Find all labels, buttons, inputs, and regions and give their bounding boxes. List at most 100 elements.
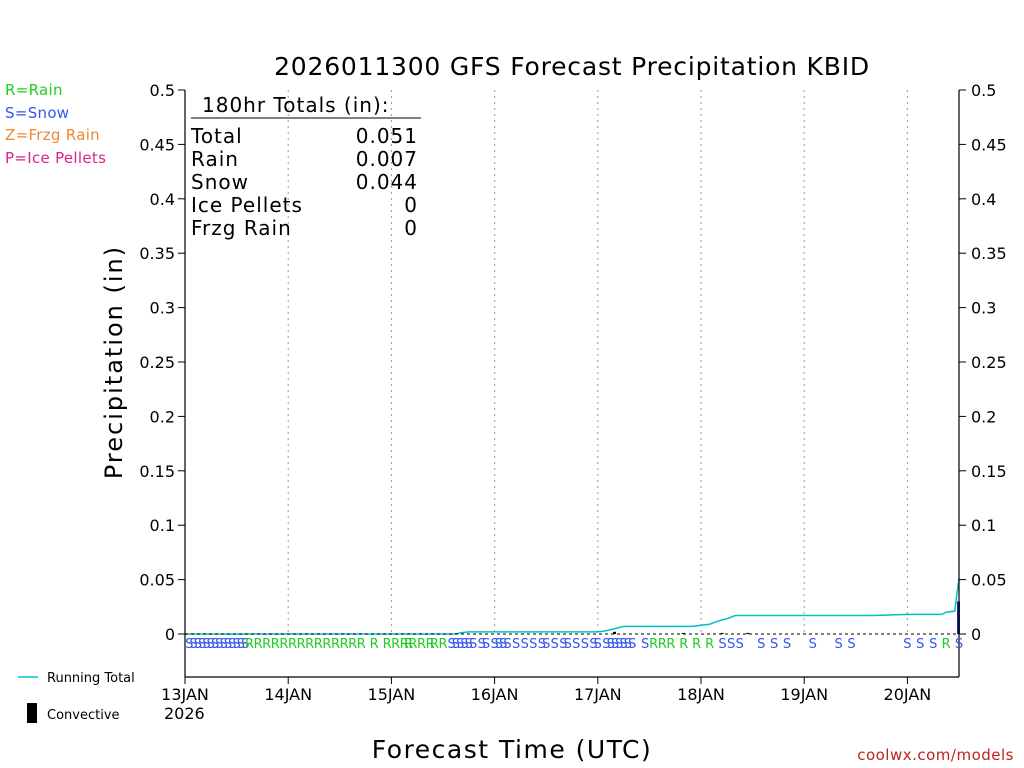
precip-type-marker: S (452, 637, 460, 652)
y-tick-label: 0.25 (971, 353, 1007, 372)
convective-legend-label: Convective (47, 708, 120, 723)
precip-type-marker: S (809, 637, 817, 652)
precip-type-marker: S (607, 637, 615, 652)
precip-type-marker: S (564, 637, 572, 652)
y-tick-label: 0.15 (971, 462, 1007, 481)
precip-type-marker: S (495, 637, 503, 652)
precip-type-marker: R (658, 637, 667, 652)
precip-type-marker: R (679, 637, 688, 652)
x-tick-label: 19JAN (780, 685, 828, 704)
precip-type-marker: S (211, 637, 219, 652)
y-tick-label: 0.3 (150, 299, 175, 318)
y-tick-label: 0.4 (150, 190, 175, 209)
precip-type-marker: R (404, 637, 413, 652)
precip-type-marker: S (551, 637, 559, 652)
precip-type-marker: R (348, 637, 357, 652)
precip-type-marker: S (559, 637, 567, 652)
precip-type-marker: S (916, 637, 924, 652)
precip-type-marker: R (370, 637, 379, 652)
precip-type-marker: S (615, 637, 623, 652)
totals-row-value: 0 (404, 216, 418, 240)
precip-type-marker: S (202, 637, 210, 652)
convective-bar (746, 632, 750, 634)
precip-type-marker: R (692, 637, 701, 652)
precip-type-marker: S (955, 637, 963, 652)
precip-type-marker: S (521, 637, 529, 652)
source-credit: coolwx.com/models (857, 746, 1014, 764)
x-axis: 13JAN 14JAN 15JAN 16JAN 17JAN 18JAN 19JAN 20JAN (161, 677, 931, 704)
precip-type-marker: R (400, 637, 409, 652)
precip-type-marker: S (194, 637, 202, 652)
y-axis-left: 0 0.05 0.1 0.15 0.2 0.25 0.3 0.35 0.4 0.45 0.5 (139, 81, 185, 644)
precip-type-marker: R (438, 637, 447, 652)
precip-type-marker: R (305, 637, 314, 652)
precip-type-marker: S (727, 637, 735, 652)
totals-row-label: Ice Pellets (191, 193, 303, 217)
y-tick-label: 0.15 (139, 462, 175, 481)
y-tick-label: 0.4 (971, 190, 996, 209)
precip-type-marker: R (430, 637, 439, 652)
x-tick-label: 15JAN (368, 685, 416, 704)
precip-type-marker: R (666, 637, 675, 652)
precip-type-marker: S (718, 637, 726, 652)
precip-type-marker: R (408, 637, 417, 652)
precip-type-marker: S (757, 637, 765, 652)
precip-type-marker: S (834, 637, 842, 652)
y-tick-label: 0.05 (139, 571, 175, 590)
convective-bar (720, 632, 724, 634)
y-tick-label: 0.5 (971, 81, 996, 100)
y-tick-label: 0.45 (971, 135, 1007, 154)
precip-type-marker: S (499, 637, 507, 652)
totals-row-label: Frzg Rain (191, 216, 292, 240)
y-axis-right: 0 0.05 0.1 0.15 0.2 0.25 0.3 0.35 0.4 0.45 0.5 (959, 81, 1007, 644)
precip-type-marker: S (572, 637, 580, 652)
convective-swatch (27, 703, 37, 723)
precip-type-marker: S (198, 637, 206, 652)
y-tick-label: 0.1 (150, 516, 175, 535)
type-legend-snow: S=Snow (5, 104, 70, 122)
precip-type-marker: S (594, 637, 602, 652)
precip-type-marker: R (297, 637, 306, 652)
precip-type-marker: S (929, 637, 937, 652)
precip-type-marker: S (847, 637, 855, 652)
precip-type-marker: S (224, 637, 232, 652)
precip-type-marker: S (456, 637, 464, 652)
x-tick-label: 16JAN (471, 685, 519, 704)
year-label: 2026 (164, 704, 205, 723)
x-axis-label: Forecast Time (UTC) (372, 735, 652, 764)
totals-row-value: 0 (404, 193, 418, 217)
totals-row-value: 0.051 (356, 124, 418, 148)
x-tick-label: 20JAN (884, 685, 932, 704)
precip-type-marker: S (770, 637, 778, 652)
running-total-legend-label: Running Total (47, 671, 135, 686)
precip-type-marker: S (185, 637, 193, 652)
y-tick-label: 0.35 (971, 244, 1007, 263)
totals-row-value: 0.044 (356, 170, 418, 194)
precip-type-marker: R (331, 637, 340, 652)
precip-type-marker: S (228, 637, 236, 652)
precip-type-marker: S (237, 637, 245, 652)
precip-type-marker: R (262, 637, 271, 652)
precip-type-marker: R (417, 637, 426, 652)
y-tick-label: 0.25 (139, 353, 175, 372)
precip-type-marker: S (641, 637, 649, 652)
totals-row-label: Rain (191, 147, 239, 171)
plot-frame (184, 90, 960, 678)
precip-type-marker: R (245, 637, 254, 652)
x-tick-label: 13JAN (161, 685, 209, 704)
x-tick-label: 14JAN (264, 685, 312, 704)
precip-type-marker: S (220, 637, 228, 652)
precip-type-marker: S (482, 637, 490, 652)
precip-type-marker: S (189, 637, 197, 652)
y-tick-label: 0.3 (971, 299, 996, 318)
precip-type-marker: S (465, 637, 473, 652)
precip-type-marker: R (271, 637, 280, 652)
precip-type-marker: S (542, 637, 550, 652)
precip-type-marker: R (254, 637, 263, 652)
precip-type-marker: R (314, 637, 323, 652)
gridlines (287, 90, 908, 634)
y-tick-label: 0.5 (150, 81, 175, 100)
totals-row-label: Snow (191, 170, 249, 194)
precip-type-marker: S (602, 637, 610, 652)
